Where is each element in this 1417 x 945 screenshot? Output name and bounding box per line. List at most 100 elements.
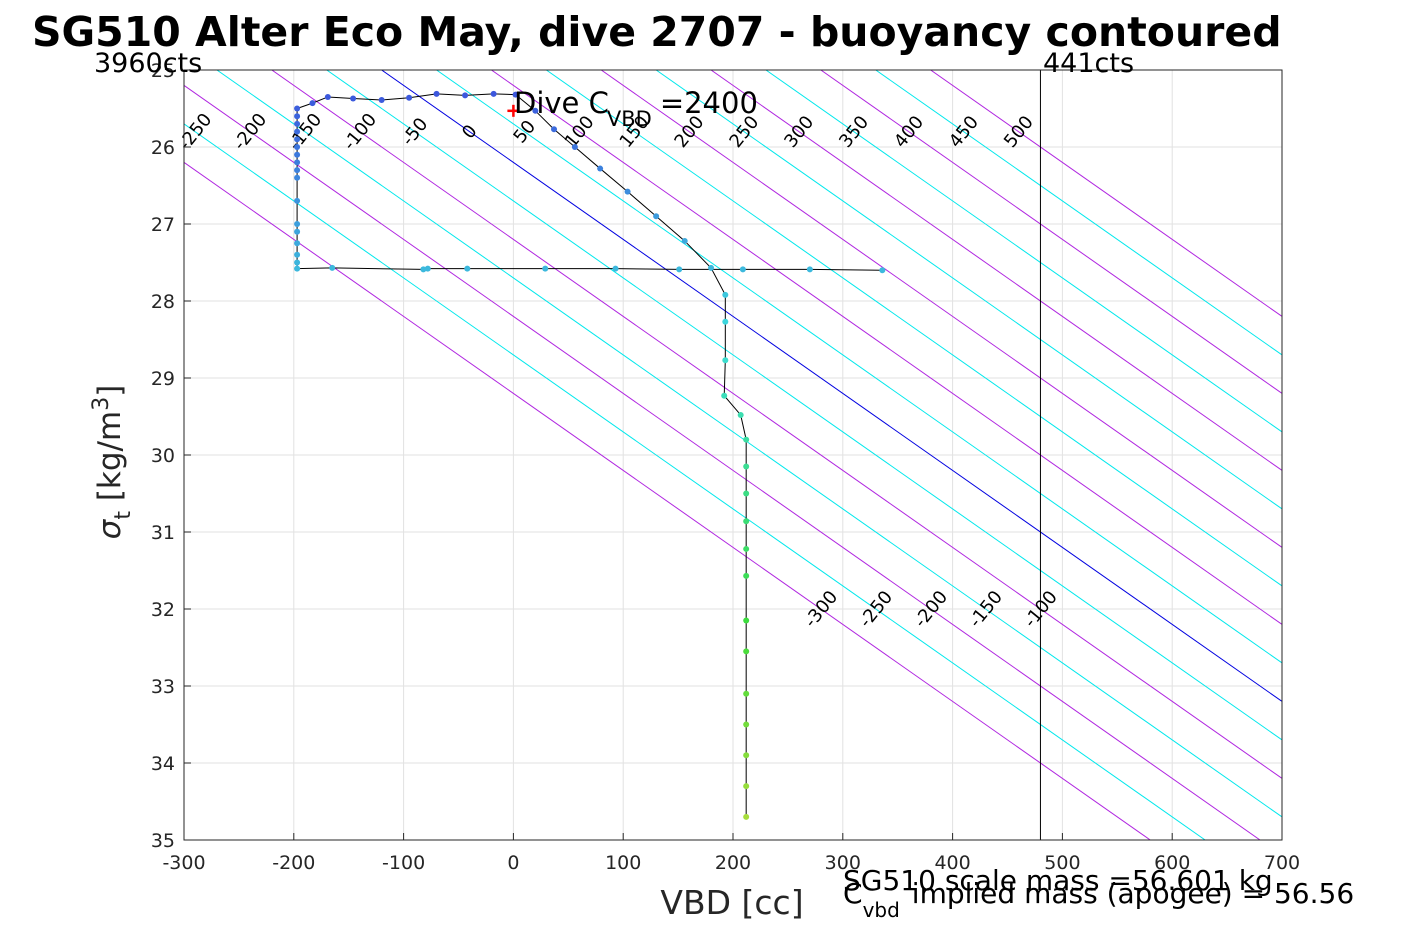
data-point	[722, 318, 729, 325]
data-point	[294, 167, 301, 174]
contour-line	[184, 123, 1206, 840]
data-point	[294, 144, 301, 150]
data-point	[743, 490, 750, 497]
x-tick-label: -200	[272, 852, 315, 874]
y-tick-label: 30	[151, 445, 175, 467]
contour-line	[271, 70, 1282, 780]
data-point	[532, 107, 539, 114]
x-axis-ticks: -300 -200 -100 0 100 200 300 400 500 600 700	[162, 833, 1300, 874]
data-point	[294, 105, 301, 112]
y-tick-label: 32	[151, 599, 175, 621]
implied-mass-label: Cvbd implied mass (apogee) = 56.56	[843, 877, 1354, 922]
x-tick-label: 400	[934, 852, 970, 874]
y-tick-label: 29	[151, 368, 175, 390]
data-point	[420, 266, 427, 273]
data-point	[722, 291, 729, 298]
data-point	[294, 113, 301, 120]
x-tick-label: 600	[1154, 852, 1190, 874]
data-point	[324, 93, 331, 100]
data-point	[294, 128, 301, 135]
data-point	[743, 648, 750, 655]
data-point	[512, 91, 519, 98]
contour-line	[436, 70, 1282, 664]
data-point	[309, 100, 316, 107]
data-point	[294, 197, 301, 204]
data-point	[681, 237, 688, 244]
data-point	[743, 463, 750, 470]
x-tick-label: 500	[1044, 852, 1080, 874]
data-point	[433, 90, 440, 97]
data-point	[294, 251, 301, 258]
y-axis-ticks: 25 26 27 28 29 30 31 32 33 34 35	[151, 60, 191, 852]
contour-line	[655, 70, 1282, 510]
data-point	[378, 97, 385, 104]
x-tick-label: -100	[382, 852, 425, 874]
contour-line	[710, 70, 1282, 472]
buoyancy-contours	[184, 70, 1282, 840]
data-point	[294, 228, 301, 235]
contour-line	[930, 70, 1282, 318]
contour-line	[820, 70, 1282, 395]
y-tick-label: 35	[151, 830, 175, 852]
data-point	[722, 357, 729, 364]
data-point	[294, 136, 301, 143]
x-axis-label: VBD [cc]	[660, 883, 803, 922]
data-point	[542, 265, 549, 272]
contour-line	[765, 70, 1282, 433]
x-tick-label: 100	[605, 852, 641, 874]
contour-line	[326, 70, 1282, 741]
data-point	[551, 126, 558, 133]
data-point	[294, 151, 301, 158]
counts-right-label: 441cts	[1043, 48, 1134, 79]
data-point	[879, 267, 886, 274]
dive-track	[294, 90, 886, 820]
data-point	[490, 90, 497, 97]
data-point	[743, 783, 750, 790]
data-point	[329, 264, 336, 271]
data-point	[743, 752, 750, 759]
x-tick-label: 0	[507, 852, 519, 874]
dive-c-marker	[507, 104, 520, 117]
contour-line	[216, 70, 1282, 818]
data-point	[571, 144, 578, 150]
chart-title: SG510 Alter Eco May, dive 2707 - buoyanc…	[32, 8, 1282, 56]
y-tick-label: 34	[151, 753, 175, 775]
data-point	[743, 617, 750, 624]
data-point	[676, 266, 683, 273]
y-tick-label: 27	[151, 214, 175, 236]
data-point	[350, 95, 357, 102]
data-point	[743, 813, 750, 820]
dive-c-label: Dive CVBD =2400	[514, 86, 758, 131]
data-point	[294, 259, 301, 266]
contour-line	[875, 70, 1282, 356]
contour-line	[184, 84, 1261, 840]
data-point	[612, 265, 619, 272]
data-point	[743, 690, 750, 697]
data-point	[737, 411, 744, 418]
counts-left-label: 3960cts	[94, 48, 202, 79]
data-point	[294, 159, 301, 166]
data-point	[721, 392, 728, 399]
data-point	[294, 221, 301, 227]
data-point	[708, 264, 715, 271]
y-tick-label: 26	[151, 137, 175, 159]
y-axis-label: σt [kg/m3]	[89, 385, 136, 540]
data-point	[294, 174, 301, 181]
contour-line	[600, 70, 1282, 549]
data-point	[739, 266, 746, 273]
data-point	[624, 188, 631, 195]
y-tick-label: 25	[151, 60, 175, 82]
data-point	[464, 265, 471, 272]
scale-mass-label: SG510 scale mass =56.601 kg	[843, 864, 1273, 897]
y-tick-label: 28	[151, 291, 175, 313]
x-tick-label: 200	[715, 852, 751, 874]
data-point	[653, 213, 660, 220]
y-tick-label: 33	[151, 676, 175, 698]
data-point	[462, 92, 469, 99]
data-point	[743, 436, 750, 443]
data-point	[294, 240, 301, 247]
contour-line	[184, 161, 1151, 840]
data-point	[406, 94, 413, 101]
x-tick-label: 700	[1264, 852, 1300, 874]
